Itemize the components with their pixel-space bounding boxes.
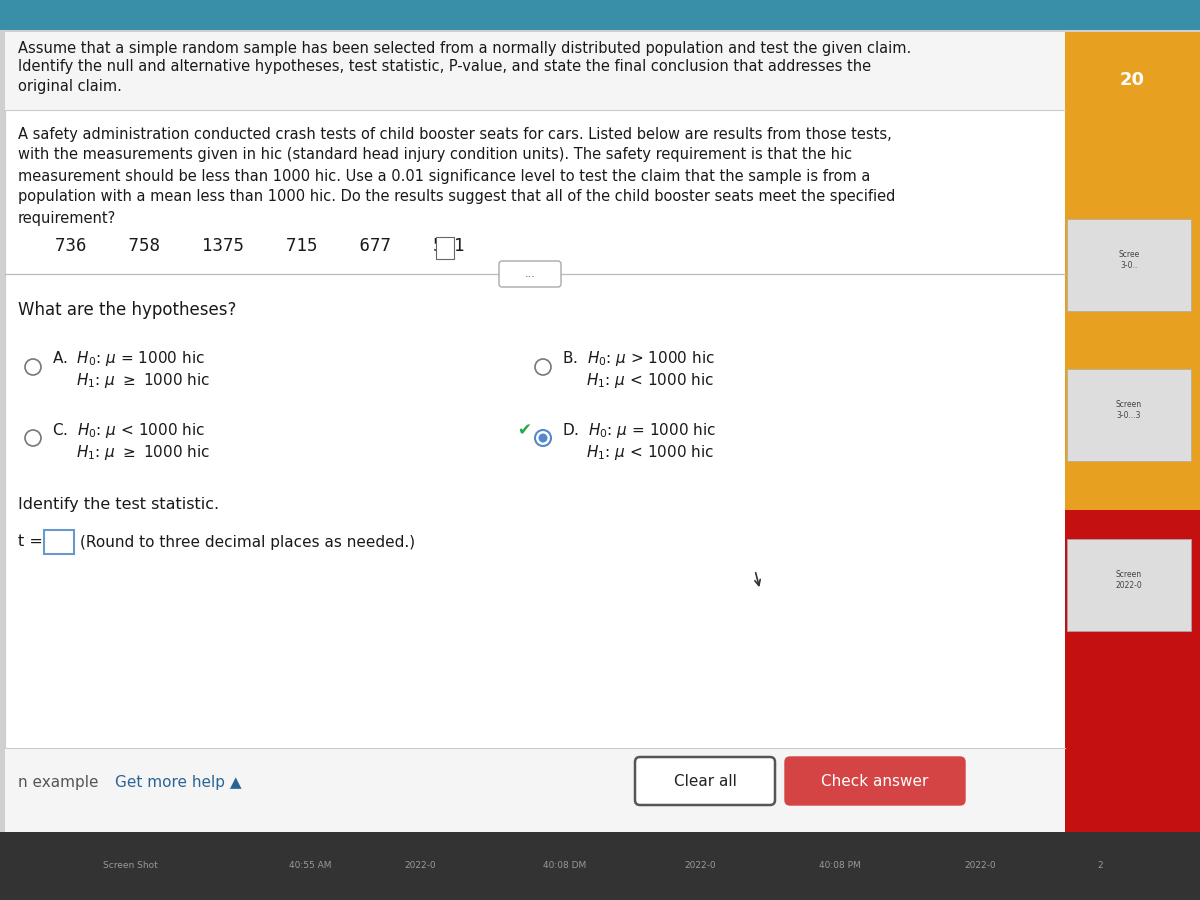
FancyBboxPatch shape	[436, 237, 454, 259]
Circle shape	[25, 359, 41, 375]
Circle shape	[535, 430, 551, 446]
Text: $H_1$: $\mu$ < 1000 hic: $H_1$: $\mu$ < 1000 hic	[562, 443, 714, 462]
FancyBboxPatch shape	[44, 530, 74, 554]
FancyBboxPatch shape	[0, 832, 1200, 900]
Text: B.  $H_0$: $\mu$ > 1000 hic: B. $H_0$: $\mu$ > 1000 hic	[562, 349, 715, 368]
Text: requirement?: requirement?	[18, 211, 116, 226]
FancyBboxPatch shape	[1067, 219, 1190, 311]
Text: $H_1$: $\mu$ < 1000 hic: $H_1$: $\mu$ < 1000 hic	[562, 372, 714, 391]
FancyBboxPatch shape	[635, 757, 775, 805]
FancyBboxPatch shape	[499, 261, 562, 287]
Text: (Round to three decimal places as needed.): (Round to three decimal places as needed…	[80, 535, 415, 550]
FancyBboxPatch shape	[5, 32, 1066, 832]
Text: 40:55 AM: 40:55 AM	[289, 861, 331, 870]
Text: 2: 2	[1097, 861, 1103, 870]
Text: $H_1$: $\mu$ $\geq$ 1000 hic: $H_1$: $\mu$ $\geq$ 1000 hic	[52, 372, 210, 391]
Text: Scree
3-0..: Scree 3-0..	[1118, 250, 1140, 270]
Circle shape	[535, 359, 551, 375]
Text: Assume that a simple random sample has been selected from a normally distributed: Assume that a simple random sample has b…	[18, 40, 911, 56]
Text: measurement should be less than 1000 hic. Use a 0.01 significance level to test : measurement should be less than 1000 hic…	[18, 168, 870, 184]
Circle shape	[539, 434, 547, 443]
Text: ...: ...	[524, 269, 535, 279]
Text: 40:08 DM: 40:08 DM	[544, 861, 587, 870]
FancyBboxPatch shape	[1067, 369, 1190, 461]
Text: Get more help ▲: Get more help ▲	[115, 775, 241, 789]
Text: t =: t =	[18, 535, 43, 550]
Text: A safety administration conducted crash tests of child booster seats for cars. L: A safety administration conducted crash …	[18, 127, 892, 141]
Text: 2022-0: 2022-0	[964, 861, 996, 870]
Text: Identify the test statistic.: Identify the test statistic.	[18, 498, 220, 512]
FancyBboxPatch shape	[1066, 32, 1200, 510]
Text: 2022-0: 2022-0	[404, 861, 436, 870]
Text: 736    758    1375    715    677    521: 736 758 1375 715 677 521	[55, 237, 464, 255]
FancyBboxPatch shape	[1067, 539, 1190, 631]
Text: original claim.: original claim.	[18, 78, 122, 94]
Text: C.  $H_0$: $\mu$ < 1000 hic: C. $H_0$: $\mu$ < 1000 hic	[52, 420, 205, 439]
Text: Check answer: Check answer	[821, 773, 929, 788]
Text: n example: n example	[18, 775, 98, 789]
FancyBboxPatch shape	[5, 748, 1066, 832]
FancyBboxPatch shape	[0, 0, 1200, 30]
Text: Clear all: Clear all	[673, 773, 737, 788]
Text: A.  $H_0$: $\mu$ = 1000 hic: A. $H_0$: $\mu$ = 1000 hic	[52, 349, 205, 368]
Text: population with a mean less than 1000 hic. Do the results suggest that all of th: population with a mean less than 1000 hi…	[18, 190, 895, 204]
Text: 2022-0: 2022-0	[684, 861, 716, 870]
Text: Screen Shot: Screen Shot	[103, 861, 157, 870]
Text: What are the hypotheses?: What are the hypotheses?	[18, 301, 236, 319]
FancyBboxPatch shape	[1066, 510, 1200, 832]
Text: 20: 20	[1120, 71, 1145, 89]
Text: Screen
2022-0: Screen 2022-0	[1116, 571, 1142, 590]
Text: Identify the null and alternative hypotheses, test statistic, P-value, and state: Identify the null and alternative hypoth…	[18, 59, 871, 75]
Text: D.  $H_0$: $\mu$ = 1000 hic: D. $H_0$: $\mu$ = 1000 hic	[562, 420, 716, 439]
FancyBboxPatch shape	[5, 32, 1066, 110]
FancyBboxPatch shape	[785, 757, 965, 805]
Text: Screen
3-0...3: Screen 3-0...3	[1116, 400, 1142, 419]
Text: ✔: ✔	[517, 421, 530, 439]
Text: 40:08 PM: 40:08 PM	[820, 861, 860, 870]
Circle shape	[25, 430, 41, 446]
Text: $H_1$: $\mu$ $\geq$ 1000 hic: $H_1$: $\mu$ $\geq$ 1000 hic	[52, 443, 210, 462]
Text: with the measurements given in hic (standard head injury condition units). The s: with the measurements given in hic (stan…	[18, 148, 852, 163]
